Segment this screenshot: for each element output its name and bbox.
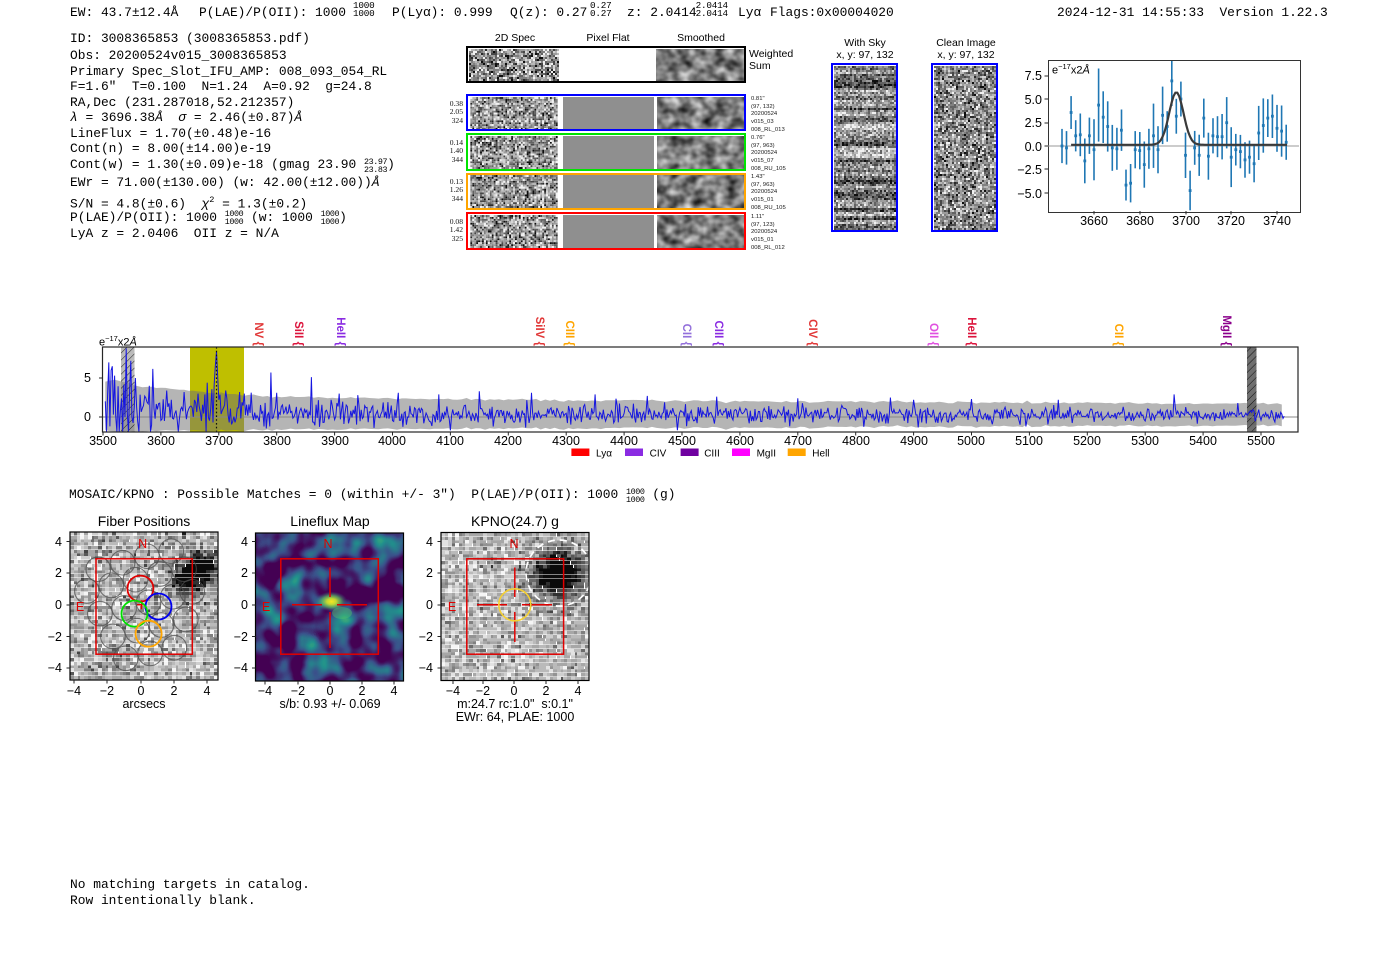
svg-text:Lyα: Lyα [596,449,612,460]
svg-text:CIV: CIV [650,449,667,460]
svg-text:N: N [138,537,147,551]
svg-text:N: N [323,537,332,551]
svg-text:N: N [509,537,518,551]
svg-text:SiIV {: SiIV { [533,317,545,347]
svg-text:MgII {: MgII { [1220,315,1232,346]
svg-text:HeII {: HeII { [965,317,977,346]
svg-text:SiII {: SiII { [292,321,304,346]
svg-text:CIII: CIII [704,449,720,460]
svg-text:CII {: CII { [1112,324,1124,347]
svg-text:HeII {: HeII { [334,317,346,346]
svg-text:CIII {: CIII { [563,320,575,346]
svg-text:Hell: Hell [812,449,829,460]
svg-text:CII {: CII { [680,324,692,347]
svg-text:OII {: OII { [927,323,939,347]
svg-text:CIV {: CIV { [806,319,818,346]
svg-text:E: E [448,600,456,614]
svg-text:E: E [76,600,84,614]
svg-text:E: E [262,600,270,614]
svg-text:MgII: MgII [757,449,776,460]
svg-text:CIII {: CIII { [712,320,724,346]
svg-text:NV {: NV { [252,322,264,346]
